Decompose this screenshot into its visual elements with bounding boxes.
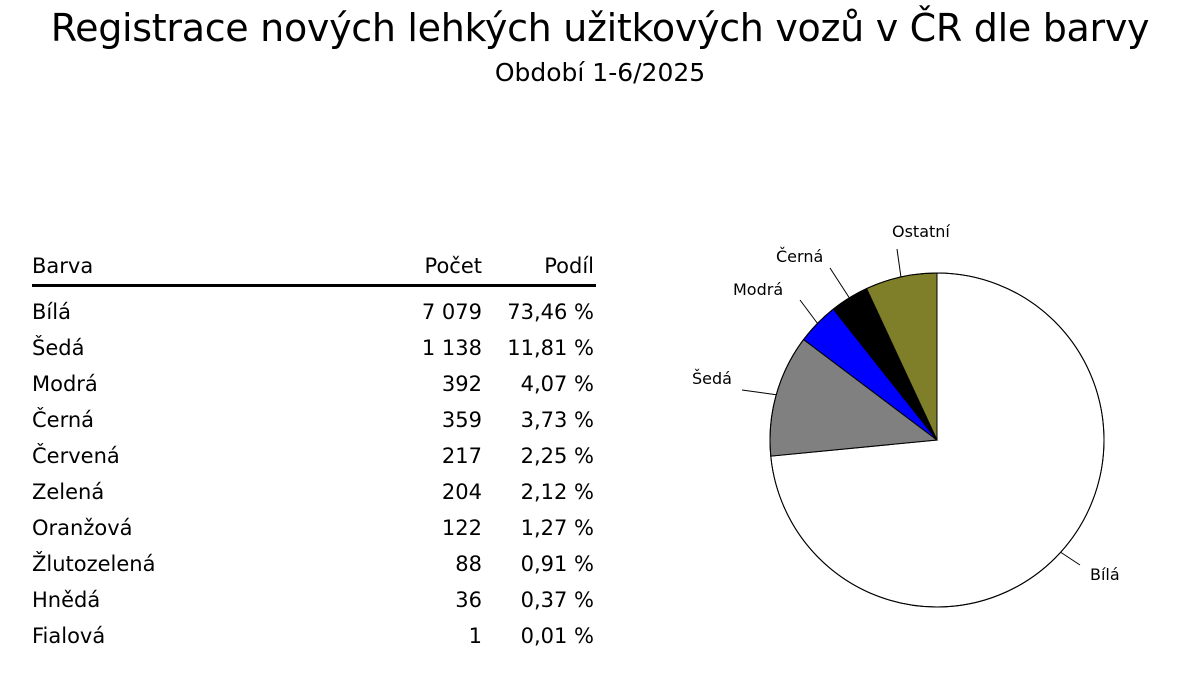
table-row: Oranžová 122 1,27 % [32, 516, 596, 552]
row-count: 88 [455, 552, 482, 576]
row-share: 2,12 % [520, 480, 594, 504]
pie-slice-label: Bílá [1090, 565, 1120, 584]
chart-title: Registrace nových lehkých užitkových voz… [50, 6, 1150, 50]
row-share: 3,73 % [520, 408, 594, 432]
table-header: Barva Počet Podíl [32, 254, 596, 287]
row-count: 1 138 [421, 336, 482, 360]
row-color-name: Zelená [32, 480, 105, 504]
row-share: 4,07 % [520, 372, 594, 396]
pie-slice-label: Černá [776, 247, 823, 266]
row-share: 0,91 % [520, 552, 594, 576]
table-row: Zelená 204 2,12 % [32, 480, 596, 516]
row-share: 1,27 % [520, 516, 594, 540]
pie-slice-label: Ostatní [892, 222, 950, 241]
row-share: 73,46 % [507, 300, 594, 324]
row-count: 122 [441, 516, 482, 540]
table-body: Bílá 7 079 73,46 % Šedá 1 138 11,81 % Modrá 392… [32, 300, 596, 660]
row-color-name: Bílá [32, 300, 71, 324]
row-count: 204 [441, 480, 482, 504]
row-color-name: Oranžová [32, 516, 133, 540]
row-share: 0,01 % [520, 624, 594, 648]
pie-leader-line [799, 299, 818, 324]
pie-leader-line [829, 267, 850, 299]
row-color-name: Červená [32, 444, 120, 468]
table-row: Fialová 1 0,01 % [32, 624, 596, 660]
row-count: 217 [441, 444, 482, 468]
row-color-name: Černá [32, 408, 95, 432]
pie-leader-line [741, 389, 777, 396]
row-color-name: Modrá [32, 372, 98, 396]
pie-leader-line [1060, 551, 1081, 566]
row-count: 392 [441, 372, 482, 396]
row-count: 359 [441, 408, 482, 432]
header-share: Podíl [544, 254, 594, 278]
row-color-name: Fialová [32, 624, 106, 648]
table-row: Žlutozelená 88 0,91 % [32, 552, 596, 588]
row-count: 36 [455, 588, 482, 612]
row-color-name: Žlutozelená [32, 552, 156, 576]
row-count: 7 079 [421, 300, 482, 324]
pie-leader-line [896, 248, 902, 278]
table-row: Červená 217 2,25 % [32, 444, 596, 480]
pie-slice-label: Šedá [692, 369, 732, 388]
row-share: 2,25 % [520, 444, 594, 468]
row-color-name: Hnědá [32, 588, 101, 612]
registrations-table: Barva Počet Podíl Bílá 7 079 73,46 % Šedá 1 … [32, 254, 596, 660]
table-row: Modrá 392 4,07 % [32, 372, 596, 408]
chart-subtitle: Období 1-6/2025 [494, 58, 706, 87]
table-row: Bílá 7 079 73,46 % [32, 300, 596, 336]
header-count: Počet [424, 254, 482, 278]
header-color: Barva [32, 254, 94, 278]
row-share: 0,37 % [520, 588, 594, 612]
pie-slice-label: Modrá [733, 280, 783, 299]
table-row: Černá 359 3,73 % [32, 408, 596, 444]
row-count: 1 [468, 624, 482, 648]
pie-outline [769, 272, 1105, 608]
table-row: Hnědá 36 0,37 % [32, 588, 596, 624]
row-share: 11,81 % [507, 336, 594, 360]
table-row: Šedá 1 138 11,81 % [32, 336, 596, 372]
row-color-name: Šedá [32, 336, 85, 360]
